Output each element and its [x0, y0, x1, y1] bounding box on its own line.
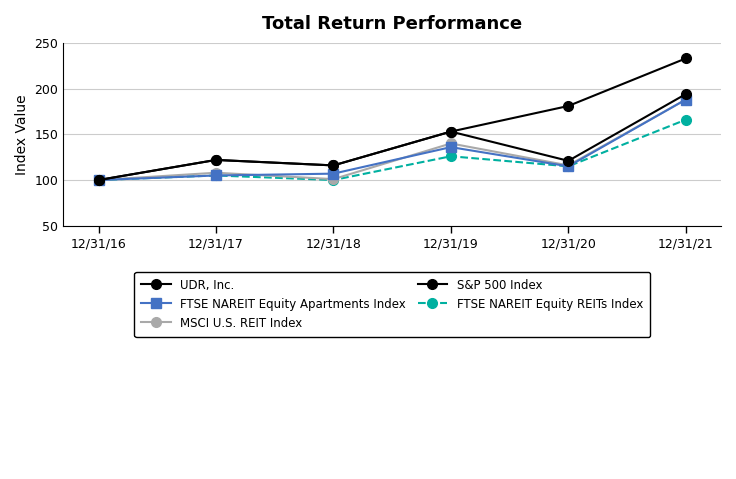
- MSCI U.S. REIT Index: [447, 141, 456, 147]
- FTSE NAREIT Equity REITs Index: [564, 163, 573, 169]
- Line: FTSE NAREIT Equity Apartments Index: FTSE NAREIT Equity Apartments Index: [93, 95, 690, 185]
- MSCI U.S. REIT Index: [329, 176, 338, 182]
- MSCI U.S. REIT Index: [564, 162, 573, 168]
- MSCI U.S. REIT Index: [682, 97, 690, 103]
- UDR, Inc.: [447, 129, 456, 135]
- FTSE NAREIT Equity Apartments Index: [94, 177, 103, 183]
- FTSE NAREIT Equity Apartments Index: [447, 144, 456, 150]
- FTSE NAREIT Equity REITs Index: [211, 172, 220, 178]
- Line: S&P 500 Index: S&P 500 Index: [93, 54, 690, 185]
- MSCI U.S. REIT Index: [211, 170, 220, 176]
- S&P 500 Index: [329, 162, 338, 168]
- FTSE NAREIT Equity Apartments Index: [564, 163, 573, 169]
- Title: Total Return Performance: Total Return Performance: [262, 15, 523, 33]
- S&P 500 Index: [564, 103, 573, 109]
- FTSE NAREIT Equity REITs Index: [329, 177, 338, 183]
- Line: FTSE NAREIT Equity REITs Index: FTSE NAREIT Equity REITs Index: [93, 115, 690, 185]
- FTSE NAREIT Equity Apartments Index: [329, 171, 338, 177]
- Line: MSCI U.S. REIT Index: MSCI U.S. REIT Index: [93, 95, 690, 185]
- UDR, Inc.: [329, 162, 338, 168]
- S&P 500 Index: [682, 56, 690, 61]
- FTSE NAREIT Equity Apartments Index: [682, 97, 690, 103]
- Legend: UDR, Inc., FTSE NAREIT Equity Apartments Index, MSCI U.S. REIT Index, S&P 500 In: UDR, Inc., FTSE NAREIT Equity Apartments…: [134, 272, 650, 337]
- UDR, Inc.: [94, 177, 103, 183]
- UDR, Inc.: [211, 157, 220, 163]
- Y-axis label: Index Value: Index Value: [15, 94, 29, 175]
- MSCI U.S. REIT Index: [94, 177, 103, 183]
- S&P 500 Index: [211, 157, 220, 163]
- S&P 500 Index: [94, 177, 103, 183]
- FTSE NAREIT Equity REITs Index: [94, 177, 103, 183]
- FTSE NAREIT Equity Apartments Index: [211, 172, 220, 178]
- Line: UDR, Inc.: UDR, Inc.: [93, 89, 690, 185]
- UDR, Inc.: [682, 91, 690, 97]
- FTSE NAREIT Equity REITs Index: [447, 153, 456, 159]
- S&P 500 Index: [447, 129, 456, 135]
- FTSE NAREIT Equity REITs Index: [682, 117, 690, 123]
- UDR, Inc.: [564, 158, 573, 164]
